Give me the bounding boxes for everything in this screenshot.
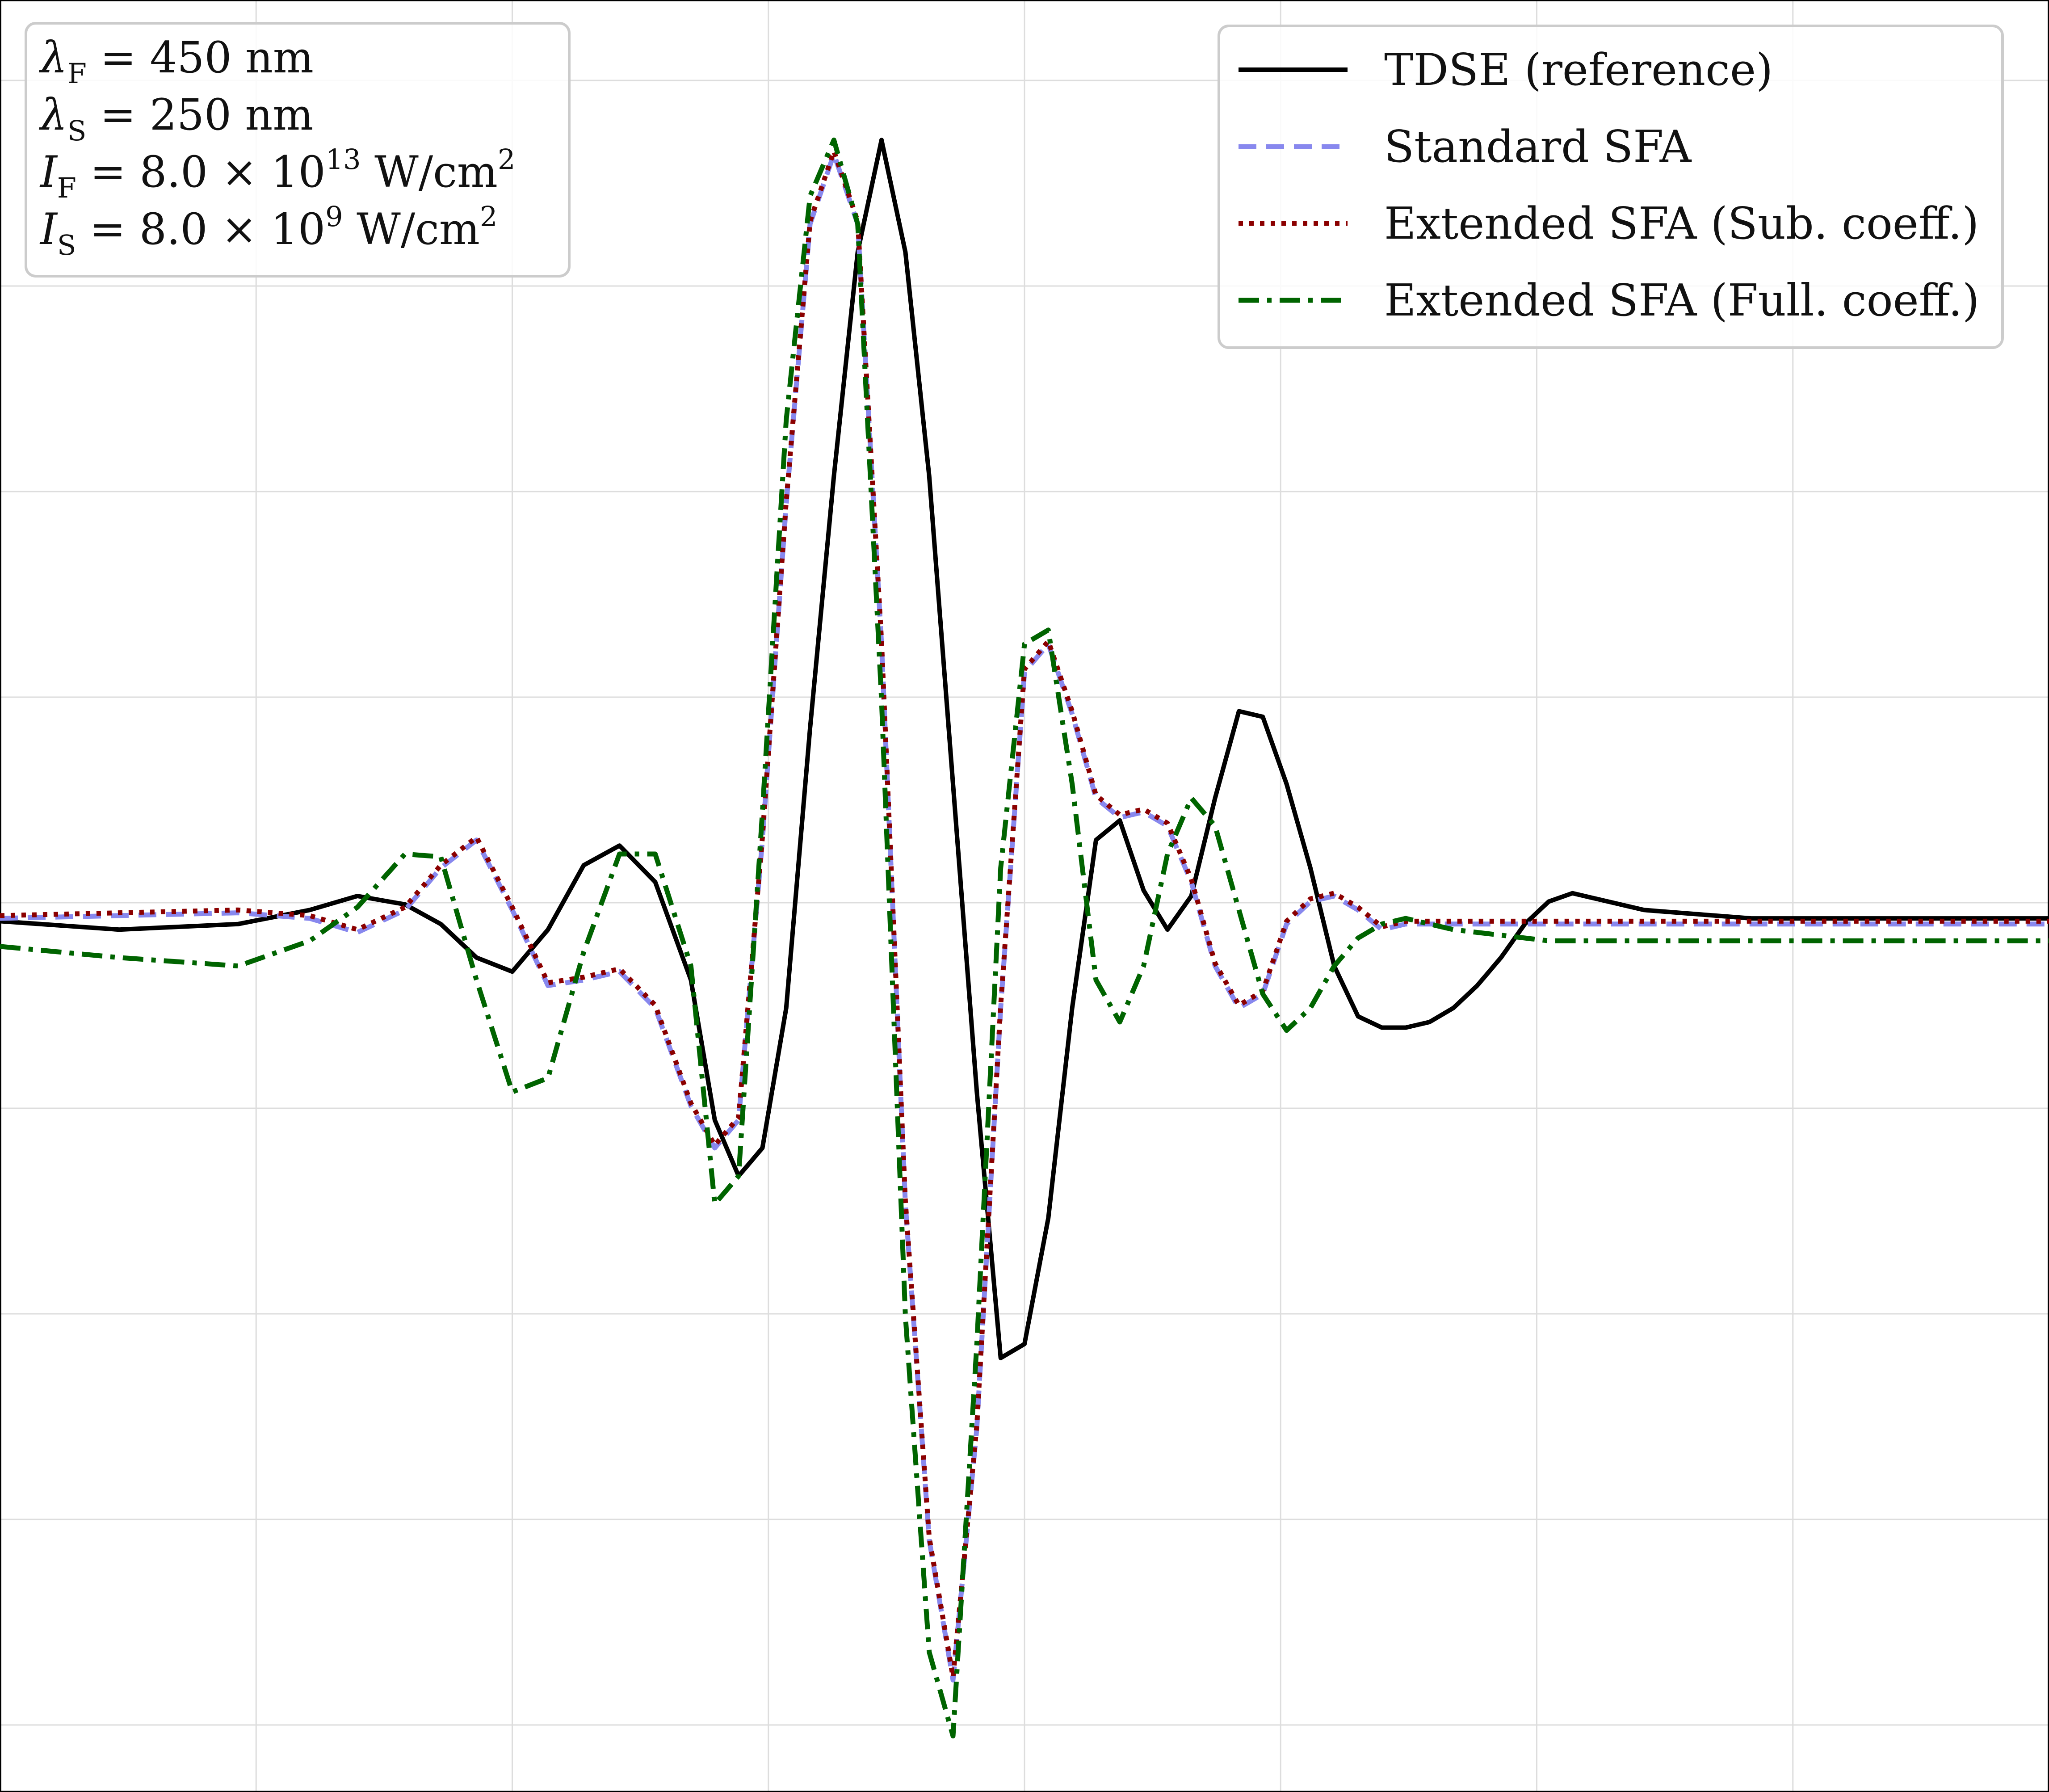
params-box bbox=[25, 22, 571, 278]
legend-layer: TDSE (reference) Standard SFA Extended SFA… bbox=[1218, 25, 2004, 349]
legend-label-4: Extended SFA (Full. coeff.) bbox=[1384, 275, 1979, 326]
param-line-3: IF = 8.0 × 1013 W/cm2 bbox=[39, 143, 515, 204]
series-layer bbox=[0, 137, 2049, 1739]
legend-label-1: TDSE (reference) bbox=[1384, 45, 1773, 96]
param-line-4: IS = 8.0 × 109 W/cm2 bbox=[39, 200, 497, 261]
param-line-1: λF = 450 nm bbox=[38, 33, 314, 90]
legend-box bbox=[1218, 25, 2004, 349]
series-line-1 bbox=[0, 138, 2049, 1360]
legend-label-2: Standard SFA bbox=[1384, 122, 1692, 172]
param-line-2: λS = 250 nm bbox=[38, 90, 313, 147]
series-line-2 bbox=[0, 151, 2049, 1683]
legend-label-3: Extended SFA (Sub. coeff.) bbox=[1384, 198, 1979, 249]
series-line-4 bbox=[0, 137, 2049, 1739]
